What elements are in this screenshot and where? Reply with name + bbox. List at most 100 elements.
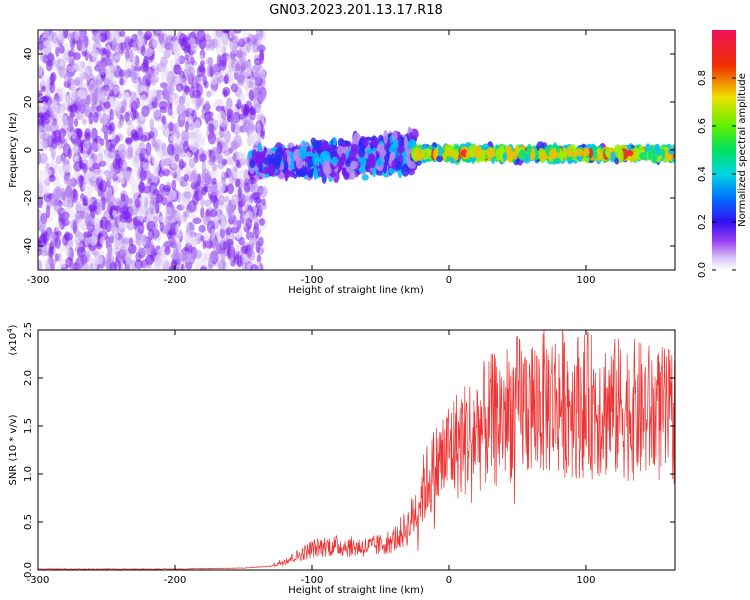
spectrogram-cell <box>140 62 149 73</box>
spectrogram-cell <box>236 99 242 110</box>
spectrogram-cell <box>87 184 95 193</box>
spectrogram-cell <box>58 142 63 150</box>
spectrogram-cell <box>169 59 174 68</box>
spectrogram-cell <box>191 235 199 247</box>
spectrogram-cell <box>149 60 158 69</box>
spectrogram-cell <box>170 167 177 177</box>
spectrogram-cell <box>68 209 76 219</box>
spectrogram-cell <box>605 146 610 157</box>
spectrogram-cell <box>124 253 132 266</box>
spectrogram-cell <box>350 160 359 170</box>
spectrogram-cell <box>45 124 51 133</box>
spectrogram-cell <box>138 142 145 150</box>
spectrogram-cell <box>131 259 137 270</box>
spectrogram-cell <box>48 231 56 239</box>
spectrogram-cell <box>87 197 93 206</box>
spectrogram-cell <box>145 254 155 265</box>
spectrogram-cell <box>70 263 76 270</box>
spectrogram-cell <box>247 136 253 147</box>
spectrogram-cell <box>47 135 52 147</box>
spectrogram-cell <box>70 145 78 154</box>
spectrogram-cell <box>135 83 144 94</box>
spectrogram-cell <box>67 50 74 57</box>
spectrogram-cell <box>113 230 119 240</box>
spectrogram-cell <box>51 102 58 116</box>
spectrogram-cell <box>639 151 648 160</box>
spectrogram-cell <box>222 241 227 249</box>
spectrogram-cell <box>214 98 223 106</box>
spectrogram-cell <box>200 196 205 208</box>
spectrogram-cell <box>252 43 260 53</box>
spectrogram-cell <box>105 49 111 59</box>
spectrogram-cell <box>130 91 137 102</box>
spectrogram-cell <box>200 266 207 270</box>
spectrogram-cell <box>142 185 151 194</box>
spectrogram-cell <box>283 160 289 171</box>
spectrogram-cell <box>152 215 159 224</box>
spectrogram-cell <box>114 97 119 107</box>
colorbar-tick-label: 0.8 <box>697 70 708 86</box>
spectrogram-cell <box>127 144 134 158</box>
spectrogram-cell <box>72 188 77 200</box>
spectrogram-cell <box>239 92 246 103</box>
y-tick-label: 0.0 <box>23 562 34 578</box>
x-tick-label: -200 <box>164 575 187 586</box>
snr-series-line <box>38 330 675 570</box>
spectrogram-cell <box>110 82 115 92</box>
spectrogram-cell <box>40 75 50 85</box>
spectrogram-cell <box>134 198 141 208</box>
spectrogram-cell <box>45 173 50 183</box>
spectrogram-cell <box>130 184 140 198</box>
spectrogram-cell <box>50 236 55 248</box>
spectrogram-cell <box>55 45 60 58</box>
spectrogram-cell <box>58 66 67 79</box>
spectrogram-cell <box>206 90 212 98</box>
spectrogram-cell <box>249 160 256 169</box>
spectrogram-cell <box>99 179 108 193</box>
y-tick-label: -20 <box>23 190 34 206</box>
spectrogram-cell <box>88 235 98 246</box>
spectrogram-cell <box>117 221 126 230</box>
y-tick-label: 1.5 <box>23 418 34 434</box>
spectrogram-cell <box>395 160 402 171</box>
colorbar: 0.0 0.2 0.4 0.6 0.8 Normalized spectral ampl… <box>697 30 748 278</box>
spectrogram-cell <box>117 120 123 129</box>
spectrogram-cell <box>228 205 235 220</box>
spectrogram-cell <box>156 124 166 131</box>
spectrogram-cell <box>184 120 189 132</box>
spectrogram-cell <box>67 148 72 160</box>
spectrogram-cell <box>238 200 243 214</box>
spectrogram-cell <box>164 102 171 114</box>
spectrogram-cell <box>82 50 87 57</box>
spectrogram-cell <box>253 135 260 146</box>
spectrogram-cell <box>240 51 247 59</box>
snr-y-multiplier-exponent: 4 <box>6 328 14 333</box>
spectrogram-cell <box>160 56 168 67</box>
spectrogram-cell <box>196 65 206 78</box>
spectrogram-cell <box>180 263 185 270</box>
spectrogram-cell <box>253 197 262 204</box>
spectrogram-cell <box>109 109 114 121</box>
spectrogram-cell <box>184 108 191 118</box>
spectrogram-cell <box>77 198 84 206</box>
spectrogram-cell <box>222 86 231 97</box>
spectrogram-cell <box>348 149 355 163</box>
spectrogram-cell <box>358 147 366 158</box>
spectrogram-cell <box>178 159 185 171</box>
spectrogram-cell <box>59 168 66 178</box>
spectrogram-cell <box>111 220 116 229</box>
spectrogram-cell <box>175 131 182 145</box>
spectrogram-cell <box>105 263 111 270</box>
spectrogram-cell <box>93 30 101 44</box>
spectrogram-cell <box>135 59 140 68</box>
spectrogram-cell <box>38 178 44 193</box>
spectrogram-x-ticks: -300 -200 -100 0 100 <box>27 30 596 286</box>
spectrogram-cell <box>43 192 52 203</box>
spectrogram-cell <box>173 64 183 75</box>
spectrogram-cell <box>254 218 259 228</box>
spectrogram-cell <box>91 127 98 142</box>
spectrogram-cell <box>610 151 616 162</box>
spectrogram-cell <box>258 218 265 226</box>
spectrogram-cell <box>169 93 175 104</box>
spectrogram-cell <box>190 171 197 185</box>
